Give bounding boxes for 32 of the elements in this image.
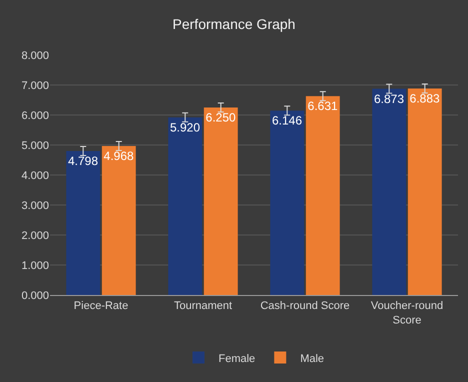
data-label: 6.250	[206, 110, 236, 124]
y-tick-label: 5.000	[21, 140, 49, 152]
data-label: 5.920	[170, 120, 200, 134]
bar	[408, 88, 442, 295]
bar	[168, 117, 202, 295]
bar	[270, 110, 304, 295]
y-tick-label: 7.000	[21, 80, 49, 92]
x-tick-label: Piece-Rate	[74, 300, 128, 312]
y-tick-label: 1.000	[21, 260, 49, 272]
y-tick-label: 4.000	[21, 170, 49, 182]
bar	[204, 108, 238, 295]
y-tick-label: 8.000	[21, 50, 49, 62]
y-tick-label: 2.000	[21, 230, 49, 242]
data-label: 4.798	[68, 154, 98, 168]
x-tick-label: Voucher-round Score	[370, 300, 444, 326]
legend-label: Female	[218, 352, 256, 365]
x-tick-label: Cash-round Score	[260, 300, 350, 312]
legend-label: Male	[300, 352, 324, 365]
data-label: 6.873	[374, 92, 404, 106]
chart-title: Performance Graph	[172, 16, 296, 32]
bar	[102, 146, 136, 295]
data-label: 6.631	[308, 99, 338, 114]
bar	[66, 151, 100, 295]
bar	[372, 88, 406, 295]
y-tick-label: 6.000	[21, 110, 49, 122]
y-tick-label: 0.000	[21, 290, 49, 302]
data-label: 6.883	[410, 92, 440, 106]
data-label: 4.968	[104, 148, 134, 163]
bar	[306, 96, 340, 295]
data-label: 6.146	[272, 114, 302, 128]
x-tick-label: Tournament	[174, 300, 232, 312]
y-tick-label: 3.000	[21, 200, 49, 212]
